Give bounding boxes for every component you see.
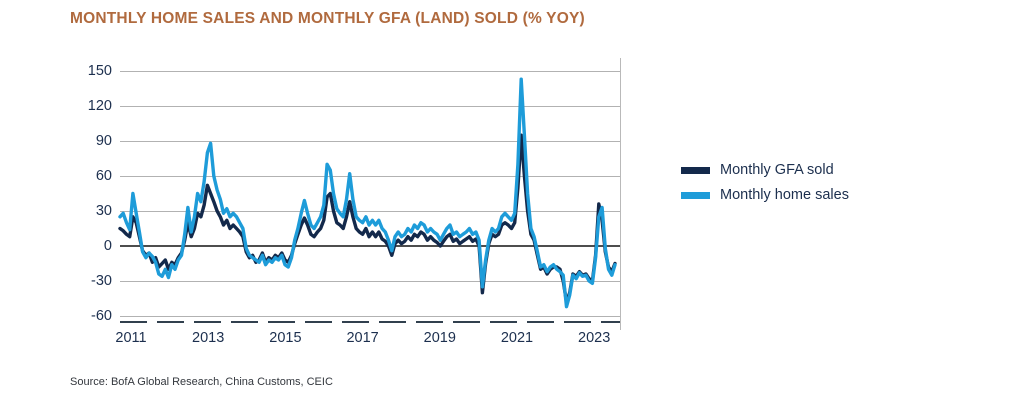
chart-title: MONTHLY HOME SALES AND MONTHLY GFA (LAND… [70, 10, 585, 27]
x-tick-label: 2015 [269, 330, 302, 346]
plot-right-border [620, 58, 621, 330]
gridline [120, 176, 620, 177]
x-tick-label: 2011 [115, 330, 147, 346]
x-tick-label: 2019 [423, 330, 456, 346]
legend-item-home-sales: Monthly home sales [681, 187, 849, 203]
source-attribution: Source: BofA Global Research, China Cust… [70, 376, 333, 388]
x-tick-label: 2017 [346, 330, 379, 346]
gridline [120, 71, 620, 72]
line-series-svg [118, 77, 617, 309]
y-tick-label: 150 [87, 63, 112, 79]
plot-area [118, 71, 620, 317]
x-tick-label: 2023 [578, 330, 611, 346]
gridline [120, 211, 620, 212]
gridline [120, 281, 620, 282]
y-tick-label: 60 [95, 168, 112, 184]
chart-legend: Monthly GFA sold Monthly home sales [681, 162, 849, 212]
home-sales-label: Monthly home sales [720, 187, 849, 203]
home-sales-swatch [681, 191, 710, 199]
x-tick-label: 2021 [500, 330, 534, 346]
x-axis-tick-dashes [120, 321, 620, 323]
y-tick-label: 30 [95, 203, 112, 219]
gridline [120, 316, 620, 317]
gridline [120, 106, 620, 107]
legend-item-gfa-sold: Monthly GFA sold [681, 162, 849, 178]
gridline [120, 141, 620, 142]
y-tick-label: 0 [103, 238, 112, 254]
y-tick-label: -30 [91, 273, 112, 289]
y-tick-label: 90 [95, 133, 112, 149]
y-tick-label: -60 [91, 308, 112, 324]
series-line-monthly-home-sales [118, 77, 617, 309]
x-tick-label: 2013 [192, 330, 225, 346]
y-tick-label: 120 [87, 98, 112, 114]
gfa-sold-label: Monthly GFA sold [720, 162, 834, 178]
gfa-sold-swatch [681, 166, 710, 174]
zero-gridline [120, 245, 620, 247]
